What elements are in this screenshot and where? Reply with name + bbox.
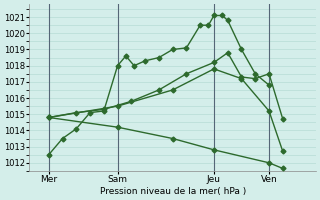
X-axis label: Pression niveau de la mer( hPa ): Pression niveau de la mer( hPa ) bbox=[100, 187, 246, 196]
